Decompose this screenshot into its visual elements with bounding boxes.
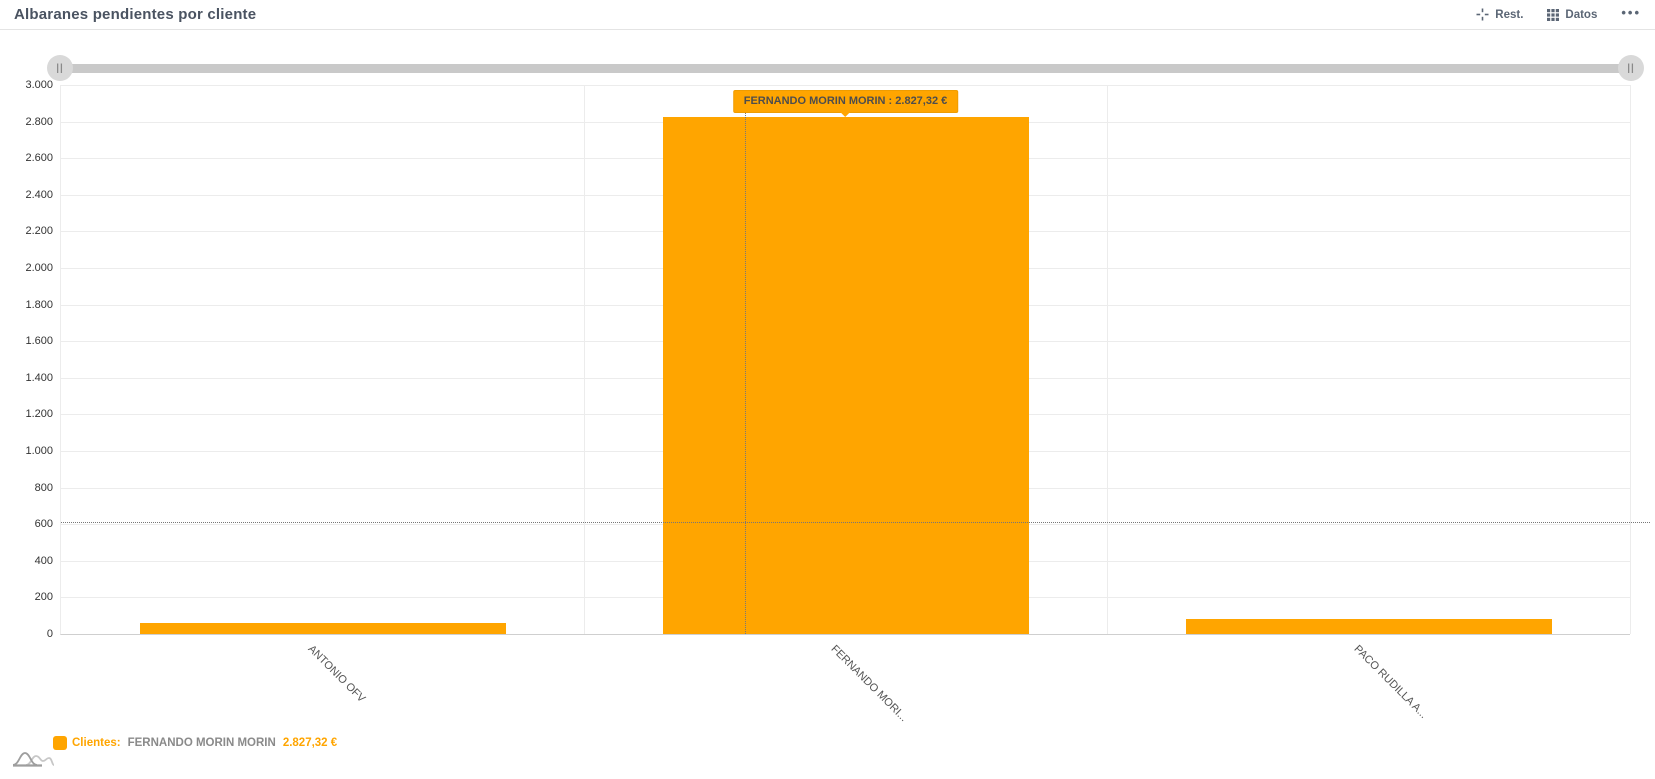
legend-highlight-name: FERNANDO MORIN MORIN bbox=[127, 737, 276, 749]
legend-highlight-value: 2.827,32 € bbox=[282, 737, 338, 749]
y-axis-tick-label: 3.000 bbox=[25, 79, 53, 91]
x-axis-category-label: PACO RUDILLA A... bbox=[1351, 643, 1429, 721]
bar-1[interactable] bbox=[662, 116, 1029, 634]
header-controls: Rest. Datos ••• bbox=[1476, 4, 1641, 21]
y-axis-tick-label: 1.200 bbox=[25, 408, 53, 421]
zoom-slider-track[interactable] bbox=[60, 64, 1631, 73]
chart-tooltip-text: FERNANDO MORIN MORIN : 2.827,32 € bbox=[743, 95, 948, 107]
app-header: Albaranes pendientes por cliente Rest. bbox=[0, 0, 1655, 30]
bar-chart-plot-area: FERNANDO MORIN MORIN : 2.827,32 € 0 200 40… bbox=[25, 79, 1650, 724]
gridline-vertical bbox=[1107, 85, 1108, 634]
reset-button[interactable]: Rest. bbox=[1476, 8, 1523, 21]
y-axis-tick-label: 2.800 bbox=[25, 115, 53, 128]
more-options-button[interactable]: ••• bbox=[1621, 4, 1641, 20]
crosshair-horizontal-line bbox=[61, 522, 1650, 523]
bar-0[interactable] bbox=[139, 623, 506, 634]
legend-series-label: Clientes: bbox=[72, 737, 121, 749]
y-axis-tick-label: 800 bbox=[34, 481, 53, 494]
gridline-vertical bbox=[1630, 85, 1631, 634]
bar-2[interactable] bbox=[1185, 619, 1552, 634]
y-axis-tick-label: 1.400 bbox=[25, 371, 53, 384]
chart-tooltip: FERNANDO MORIN MORIN : 2.827,32 € bbox=[732, 90, 959, 117]
reset-button-label: Rest. bbox=[1495, 8, 1524, 21]
ellipsis-icon: ••• bbox=[1621, 4, 1641, 20]
x-axis-category-label: ANTONIO OFV bbox=[305, 643, 367, 705]
y-axis-tick-label: 2.400 bbox=[25, 188, 53, 201]
reset-crosshair-icon bbox=[1476, 8, 1489, 21]
chart-legend[interactable]: Clientes: FERNANDO MORIN MORIN 2.827,32 … bbox=[53, 736, 337, 750]
legend-swatch bbox=[53, 736, 67, 750]
x-axis-category-label: FERNANDO MORI... bbox=[828, 643, 910, 725]
crosshair-vertical-line bbox=[745, 90, 747, 634]
y-axis-tick-label: 1.600 bbox=[25, 335, 53, 348]
y-axis-tick-label: 400 bbox=[34, 554, 53, 567]
gridline-vertical bbox=[584, 85, 585, 634]
y-axis-tick-label: 200 bbox=[34, 591, 53, 604]
zoom-slider-right-handle[interactable]: || bbox=[1618, 55, 1644, 81]
zoom-slider-left-handle[interactable]: || bbox=[47, 55, 73, 81]
data-grid-icon bbox=[1547, 8, 1560, 21]
y-axis-tick-label: 600 bbox=[34, 518, 53, 531]
distribution-curves-icon bbox=[12, 750, 55, 773]
y-axis-tick-label: 1.800 bbox=[25, 298, 53, 311]
y-axis-tick-label: 2.600 bbox=[25, 152, 53, 165]
zoom-slider: || || bbox=[0, 50, 1655, 81]
page-title: Albaranes pendientes por cliente bbox=[14, 6, 257, 23]
y-axis-tick-label: 1.000 bbox=[25, 445, 53, 457]
y-axis-tick-label: 2.200 bbox=[25, 225, 53, 238]
datos-button[interactable]: Datos bbox=[1547, 8, 1598, 21]
y-axis-tick-label: 2.000 bbox=[25, 262, 53, 274]
gridline-horizontal bbox=[61, 85, 1630, 86]
datos-button-label: Datos bbox=[1565, 8, 1598, 21]
y-axis-tick-label: 0 bbox=[46, 628, 53, 640]
